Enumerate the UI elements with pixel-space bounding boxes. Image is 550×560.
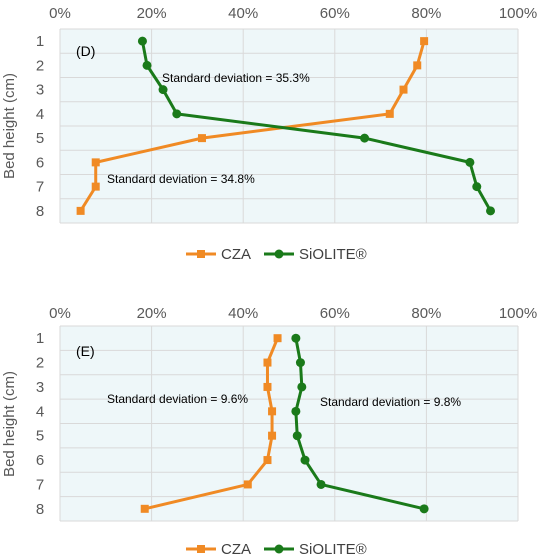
y-tick-label: 3 bbox=[36, 82, 44, 99]
y-axis-title: Bed height (cm) bbox=[1, 73, 18, 179]
data-point-cza bbox=[263, 358, 272, 367]
x-tick-label: 20% bbox=[137, 5, 167, 22]
x-tick-label: 0% bbox=[49, 5, 71, 22]
x-tick-label: 80% bbox=[411, 305, 441, 322]
y-tick-label: 7 bbox=[36, 476, 44, 493]
legend-marker-siolite bbox=[274, 544, 284, 554]
legend-label: SiOLITE® bbox=[299, 541, 367, 558]
data-point-siolite bbox=[291, 406, 301, 416]
y-tick-label: 8 bbox=[36, 501, 44, 518]
legend-marker-siolite bbox=[274, 249, 284, 259]
x-tick-label: 20% bbox=[137, 305, 167, 322]
data-point-cza bbox=[263, 456, 272, 465]
legend-label: CZA bbox=[221, 246, 251, 263]
x-tick-label: 40% bbox=[228, 5, 258, 22]
x-tick-label: 40% bbox=[228, 305, 258, 322]
data-point-cza bbox=[91, 158, 100, 167]
data-point-cza bbox=[399, 85, 408, 94]
std-dev-annotation: Standard deviation = 35.3% bbox=[162, 71, 310, 85]
data-point-siolite bbox=[291, 333, 301, 343]
data-point-siolite bbox=[297, 382, 307, 392]
data-point-siolite bbox=[142, 60, 152, 70]
data-point-siolite bbox=[172, 109, 182, 119]
series-line-cza bbox=[79, 40, 426, 212]
legend-marker-cza bbox=[197, 250, 205, 258]
data-point-cza bbox=[76, 206, 85, 215]
data-point-siolite bbox=[419, 504, 429, 514]
y-tick-label: 3 bbox=[36, 379, 44, 396]
data-point-cza bbox=[273, 334, 282, 343]
y-tick-label: 8 bbox=[36, 203, 44, 220]
data-point-siolite bbox=[316, 479, 326, 489]
panel-label: (D) bbox=[76, 43, 95, 59]
std-dev-annotation: Standard deviation = 34.8% bbox=[107, 172, 255, 186]
legend-label: SiOLITE® bbox=[299, 246, 367, 263]
x-tick-label: 60% bbox=[320, 5, 350, 22]
data-point-cza bbox=[268, 431, 277, 440]
data-point-siolite bbox=[486, 206, 496, 216]
y-tick-label: 4 bbox=[36, 106, 44, 123]
data-point-cza bbox=[140, 504, 149, 513]
chart-panel-d: 0% 20% 40% 60% 80% 100% 1 2 3 4 5 6 7 8 Bed height (cm… bbox=[1, 5, 537, 263]
std-dev-annotation: Standard deviation = 9.8% bbox=[320, 395, 461, 409]
std-dev-annotation: Standard deviation = 9.6% bbox=[107, 392, 248, 406]
data-point-siolite bbox=[300, 455, 310, 465]
y-tick-label: 4 bbox=[36, 403, 44, 420]
data-point-siolite bbox=[472, 182, 482, 192]
x-tick-label: 100% bbox=[499, 305, 537, 322]
chart-panel-e: 0% 20% 40% 60% 80% 100% 1 2 3 4 5 6 7 8 Bed height (cm… bbox=[1, 305, 537, 558]
y-tick-label: 1 bbox=[36, 33, 44, 50]
data-point-cza bbox=[243, 480, 252, 489]
y-tick-label: 6 bbox=[36, 154, 44, 171]
data-point-cza bbox=[197, 134, 206, 143]
data-point-siolite bbox=[292, 431, 302, 441]
series-line-cza bbox=[144, 337, 279, 511]
y-tick-label: 2 bbox=[36, 355, 44, 372]
data-point-cza bbox=[268, 407, 277, 416]
data-point-cza bbox=[420, 37, 429, 46]
data-point-siolite bbox=[465, 157, 475, 167]
y-tick-label: 5 bbox=[36, 428, 44, 445]
data-point-cza bbox=[413, 61, 422, 70]
panel-label: (E) bbox=[76, 343, 95, 359]
data-point-cza bbox=[263, 382, 272, 391]
legend-label: CZA bbox=[221, 541, 251, 558]
data-point-siolite bbox=[360, 133, 370, 143]
data-point-siolite bbox=[295, 358, 305, 368]
y-tick-label: 6 bbox=[36, 452, 44, 469]
x-tick-label: 0% bbox=[49, 305, 71, 322]
legend-marker-cza bbox=[197, 545, 205, 553]
y-tick-label: 2 bbox=[36, 57, 44, 74]
data-point-cza bbox=[91, 182, 100, 191]
data-point-siolite bbox=[137, 36, 147, 46]
y-axis-title: Bed height (cm) bbox=[1, 371, 18, 477]
y-tick-label: 1 bbox=[36, 330, 44, 347]
x-tick-label: 60% bbox=[320, 305, 350, 322]
data-point-cza bbox=[385, 109, 394, 118]
x-tick-label: 80% bbox=[411, 5, 441, 22]
x-tick-label: 100% bbox=[499, 5, 537, 22]
data-point-siolite bbox=[158, 85, 168, 95]
y-tick-label: 5 bbox=[36, 130, 44, 147]
y-tick-label: 7 bbox=[36, 179, 44, 196]
